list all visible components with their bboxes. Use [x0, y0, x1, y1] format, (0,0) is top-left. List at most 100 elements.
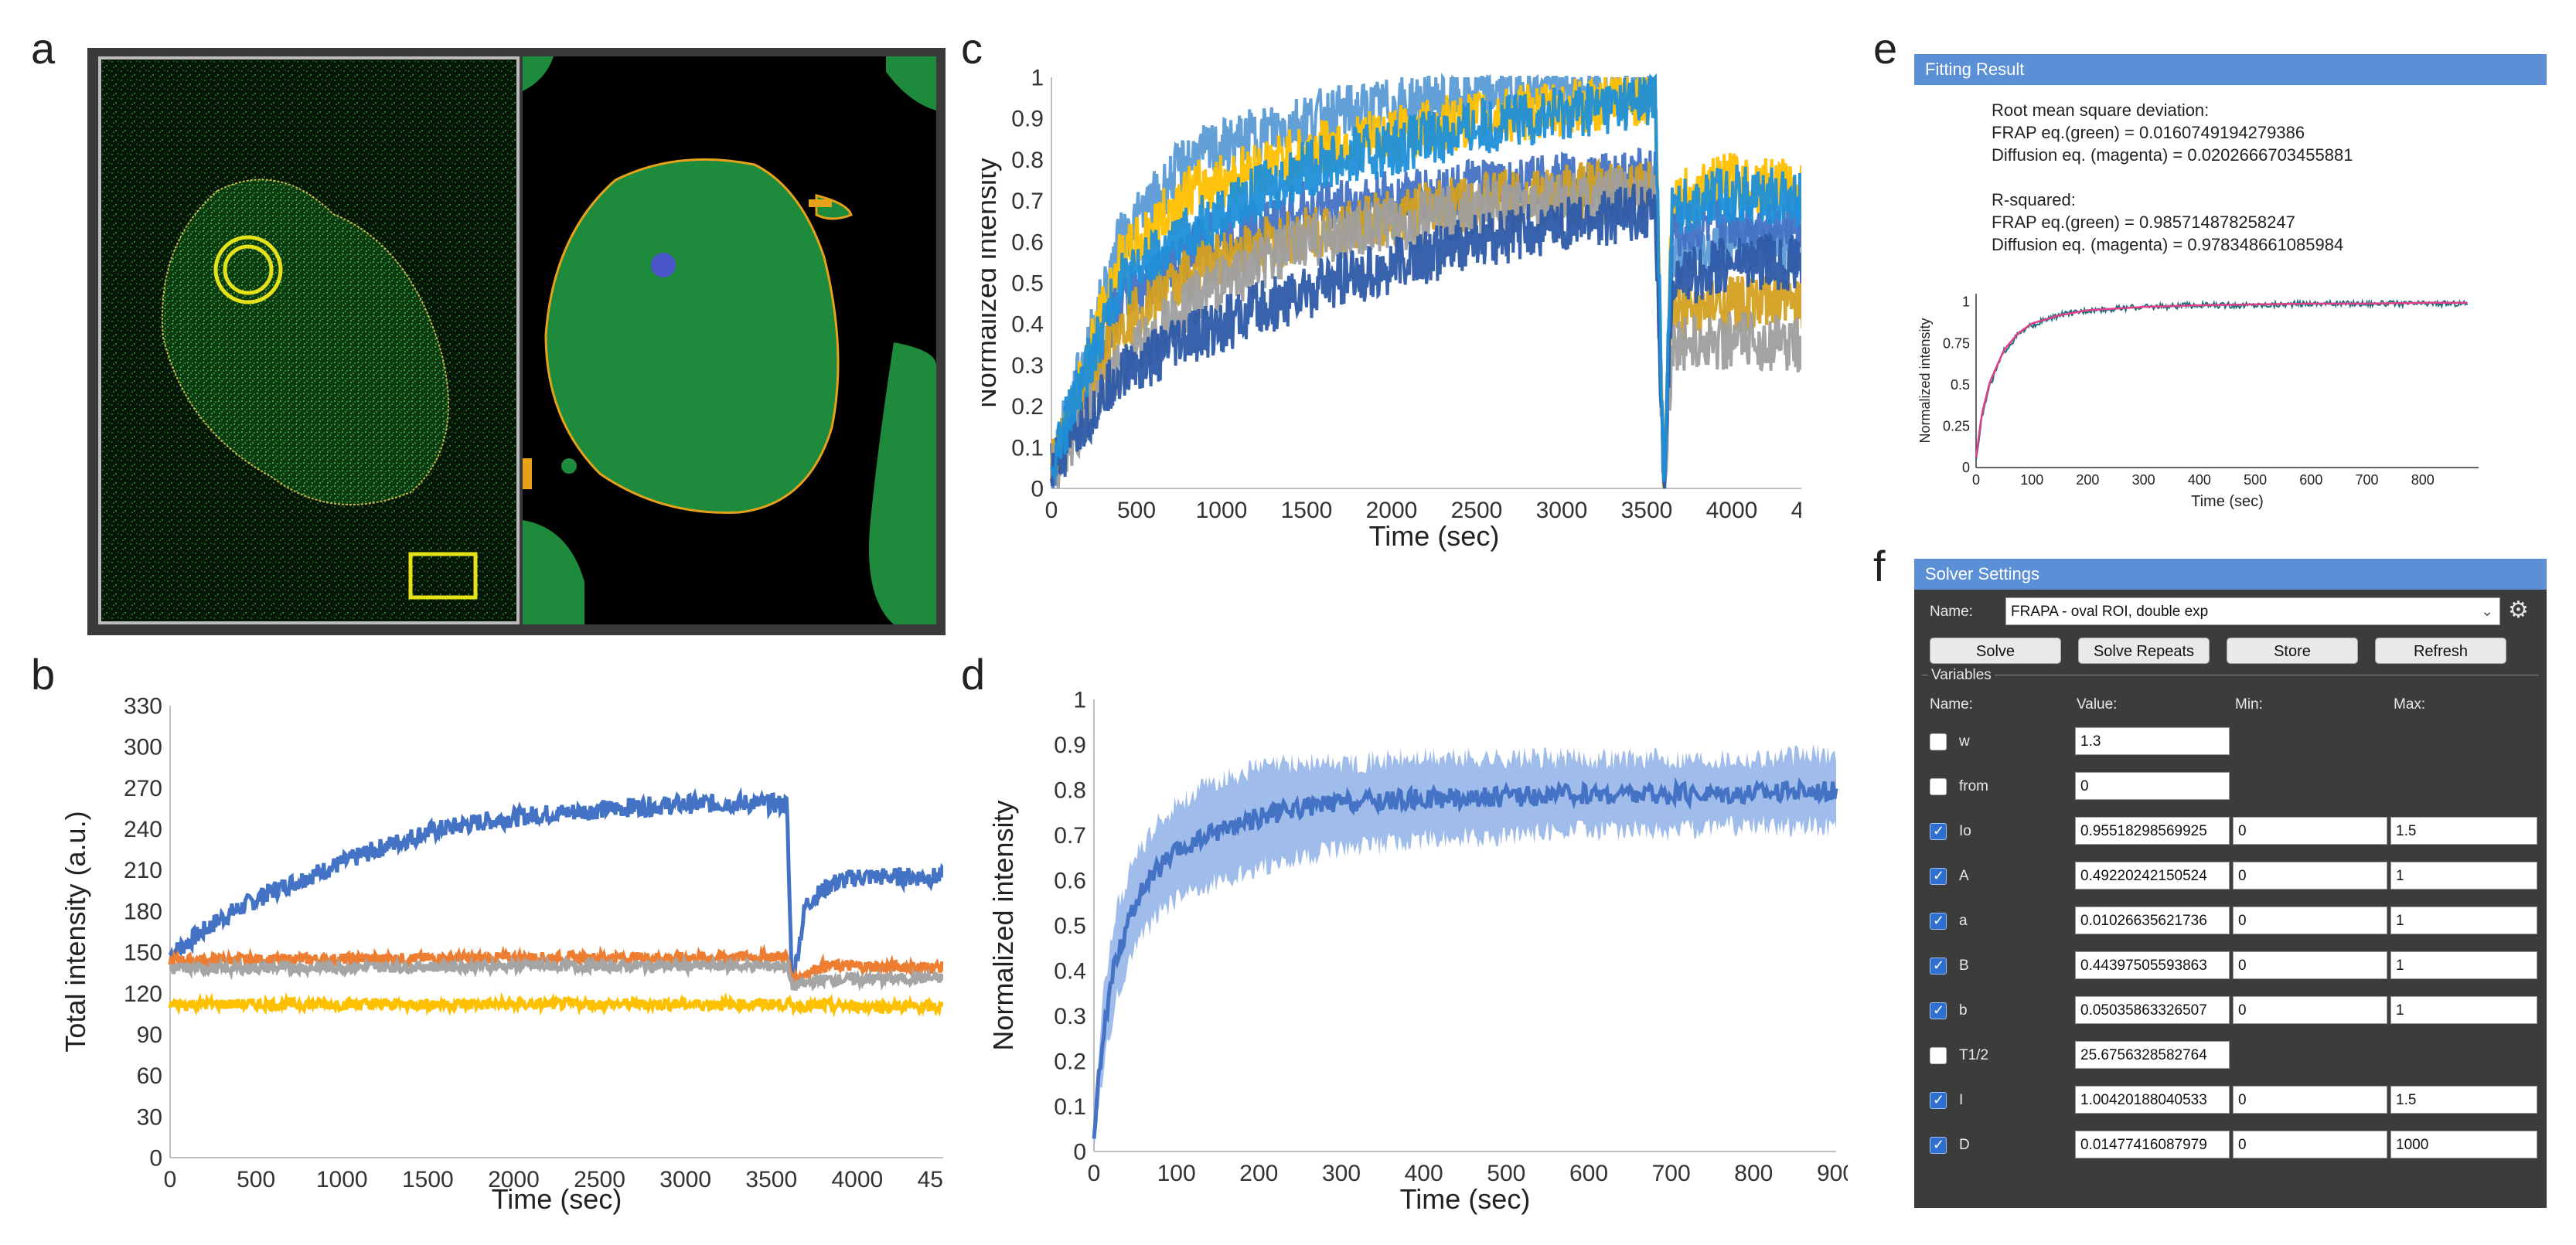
col-header-name: Name:: [1930, 696, 1973, 713]
variable-name: A: [1959, 868, 1969, 884]
x-tick-label: 500: [2244, 472, 2267, 488]
y-tick-label: 180: [124, 899, 162, 924]
x-axis-label: Time (sec): [2191, 493, 2264, 510]
variable-min-input[interactable]: 0: [2233, 862, 2387, 890]
variable-name: T1/2: [1959, 1047, 1989, 1063]
y-tick-label: 0: [1031, 477, 1044, 502]
y-tick-label: 210: [124, 858, 162, 883]
y-tick-label: 1: [1962, 294, 1970, 310]
gear-icon[interactable]: ⚙: [2508, 597, 2529, 623]
x-tick-label: 2000: [488, 1167, 540, 1192]
variable-max-input[interactable]: 1: [2390, 996, 2537, 1024]
rmsd-header: Root mean square deviation:: [1992, 100, 2210, 120]
solver-window-title: Solver Settings: [1914, 559, 2547, 590]
variable-value-input[interactable]: 1.00420188040533: [2075, 1086, 2230, 1114]
variable-checkbox[interactable]: [1930, 868, 1947, 885]
variable-max-input[interactable]: 1: [2390, 907, 2537, 934]
col-header-value: Value:: [2077, 696, 2118, 713]
y-tick-label: 300: [124, 735, 162, 760]
x-tick-label: 1000: [1196, 498, 1248, 523]
x-tick-label: 500: [237, 1167, 275, 1192]
x-tick-label: 500: [1487, 1161, 1525, 1186]
variable-min-input[interactable]: 0: [2233, 996, 2387, 1024]
y-tick-label: 0.3: [1054, 1004, 1086, 1029]
r2-header: R-squared:: [1992, 190, 2076, 209]
y-tick-label: 0.75: [1943, 335, 1970, 351]
solver-name-value: FRAPA - oval ROI, double exp: [2011, 604, 2209, 620]
variable-checkbox[interactable]: [1930, 1092, 1947, 1109]
variable-checkbox[interactable]: [1930, 778, 1947, 795]
variable-max-input[interactable]: 1000: [2390, 1131, 2537, 1158]
y-axis-label: Normalized intensity: [987, 800, 1019, 1050]
y-tick-label: 270: [124, 776, 162, 801]
variable-value-input[interactable]: 0.05035863326507: [2075, 996, 2230, 1024]
solve-button[interactable]: Solve: [1930, 638, 2061, 664]
variable-checkbox[interactable]: [1930, 1137, 1947, 1154]
variable-value-input[interactable]: 0.01026635621736: [2075, 907, 2230, 934]
panel-letter-d: d: [961, 650, 986, 699]
r2-green: FRAP eq.(green) = 0.985714878258247: [1992, 213, 2295, 232]
variable-value-input[interactable]: 25.6756328582764: [2075, 1041, 2230, 1069]
y-tick-label: 0.6: [1054, 869, 1086, 894]
variable-checkbox[interactable]: [1930, 913, 1947, 930]
variable-value-input[interactable]: 0: [2075, 772, 2230, 800]
variable-min-input[interactable]: 0: [2233, 907, 2387, 934]
r2-magenta: Diffusion eq. (magenta) = 0.978348661085…: [1992, 235, 2344, 254]
variable-min-input[interactable]: 0: [2233, 951, 2387, 979]
series-blue: [168, 787, 943, 984]
x-axis-label: Time (sec): [1369, 520, 1500, 552]
bleached-spot: [651, 253, 676, 277]
chart-b: 0 30 60 90 120 150 180 210 240 270 300 330 0 500 1000 1…: [60, 694, 943, 1215]
y-tick-label: 0.8: [1054, 778, 1086, 804]
variable-min-input[interactable]: 0: [2233, 1086, 2387, 1114]
solve-repeats-button[interactable]: Solve Repeats: [2078, 638, 2210, 664]
variable-checkbox[interactable]: [1930, 733, 1947, 750]
y-tick-label: 0.2: [1011, 394, 1044, 420]
y-tick-label: 0: [1962, 460, 1970, 475]
variable-name: a: [1959, 913, 1968, 929]
panel-letter-e: e: [1873, 24, 1898, 73]
fluorescence-svg: [101, 60, 516, 621]
chart-d: 0 0.1 0.2 0.3 0.4 0.5 0.6 0.7 0.8 0.9 1 0 100 200 300 4…: [987, 688, 1848, 1216]
segmentation-image: [523, 56, 936, 624]
x-tick-label: 4000: [832, 1167, 884, 1192]
y-tick-label: 1: [1031, 66, 1044, 91]
solver-name-select[interactable]: FRAPA - oval ROI, double exp ⌄: [2005, 597, 2500, 625]
y-tick-label: 0.9: [1011, 107, 1044, 132]
variables-label: Variables: [1928, 667, 1995, 684]
variable-name: B: [1959, 958, 1969, 974]
variable-value-input[interactable]: 0.95518298569925: [2075, 817, 2230, 845]
variable-name: I: [1959, 1092, 1964, 1108]
x-tick-label: 0: [164, 1167, 177, 1192]
variable-max-input[interactable]: 1: [2390, 951, 2537, 979]
refresh-button[interactable]: Refresh: [2375, 638, 2506, 664]
variable-value-input[interactable]: 0.44397505593863: [2075, 951, 2230, 979]
y-tick-label: 240: [124, 817, 162, 842]
variable-value-input[interactable]: 0.01477416087979: [2075, 1131, 2230, 1158]
x-tick-label: 100: [2020, 472, 2043, 488]
y-tick-label: 0.25: [1943, 418, 1970, 434]
variable-max-input[interactable]: 1: [2390, 862, 2537, 890]
y-tick-label: 0.5: [1011, 271, 1044, 297]
x-tick-label: 3500: [1621, 498, 1673, 523]
series-s7: [1050, 73, 1801, 482]
variable-value-input[interactable]: 0.49220242150524: [2075, 862, 2230, 890]
x-tick-label: 200: [1239, 1161, 1278, 1186]
variable-min-input[interactable]: 0: [2233, 1131, 2387, 1158]
variable-checkbox[interactable]: [1930, 823, 1947, 840]
y-tick-label: 1: [1073, 688, 1086, 713]
variable-value-input[interactable]: 1.3: [2075, 727, 2230, 755]
variable-max-input[interactable]: 1.5: [2390, 817, 2537, 845]
variable-min-input[interactable]: 0: [2233, 817, 2387, 845]
variable-checkbox[interactable]: [1930, 958, 1947, 975]
variable-max-input[interactable]: 1.5: [2390, 1086, 2537, 1114]
col-header-min: Min:: [2235, 696, 2263, 713]
variable-name: b: [1959, 1002, 1968, 1019]
x-tick-label: 0: [1045, 498, 1058, 523]
store-button[interactable]: Store: [2227, 638, 2358, 664]
x-tick-label: 4500: [1791, 498, 1801, 523]
y-axis-label: Total intensity (a.u.): [60, 811, 91, 1052]
variable-checkbox[interactable]: [1930, 1002, 1947, 1019]
variable-checkbox[interactable]: [1930, 1047, 1947, 1064]
bleach-roi-inner: [223, 244, 274, 295]
